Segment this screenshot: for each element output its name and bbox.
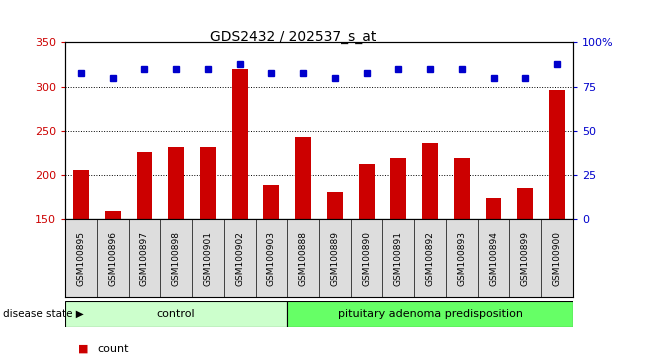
Bar xyxy=(549,90,565,219)
Text: GSM100898: GSM100898 xyxy=(172,231,181,286)
Text: GSM100891: GSM100891 xyxy=(394,231,403,286)
Text: count: count xyxy=(98,344,129,354)
Text: GSM100893: GSM100893 xyxy=(457,231,466,286)
Text: GSM100902: GSM100902 xyxy=(235,231,244,286)
Text: GSM100894: GSM100894 xyxy=(489,231,498,286)
Bar xyxy=(454,158,470,219)
Bar xyxy=(105,211,120,219)
Text: GSM100888: GSM100888 xyxy=(299,231,308,286)
Bar xyxy=(391,158,406,219)
Bar xyxy=(486,198,501,219)
Text: GSM100892: GSM100892 xyxy=(426,231,435,286)
Text: GSM100899: GSM100899 xyxy=(521,231,530,286)
Bar xyxy=(422,143,438,219)
Bar xyxy=(65,301,287,327)
Text: pituitary adenoma predisposition: pituitary adenoma predisposition xyxy=(338,309,523,319)
Bar xyxy=(73,170,89,219)
Text: GSM100896: GSM100896 xyxy=(108,231,117,286)
Text: disease state ▶: disease state ▶ xyxy=(3,309,84,319)
Text: GSM100889: GSM100889 xyxy=(330,231,339,286)
Text: GSM100895: GSM100895 xyxy=(76,231,85,286)
Bar xyxy=(359,164,374,219)
Bar xyxy=(200,147,216,219)
Bar xyxy=(295,137,311,219)
Text: GSM100901: GSM100901 xyxy=(203,231,212,286)
Bar xyxy=(287,301,573,327)
Text: ■: ■ xyxy=(78,344,89,354)
Bar xyxy=(518,188,533,219)
Text: GSM100900: GSM100900 xyxy=(553,231,562,286)
Bar xyxy=(232,69,247,219)
Text: control: control xyxy=(157,309,195,319)
Bar xyxy=(137,152,152,219)
Text: GSM100903: GSM100903 xyxy=(267,231,276,286)
Text: GDS2432 / 202537_s_at: GDS2432 / 202537_s_at xyxy=(210,30,376,44)
Bar xyxy=(264,185,279,219)
Text: GSM100890: GSM100890 xyxy=(362,231,371,286)
Text: GSM100897: GSM100897 xyxy=(140,231,149,286)
Bar xyxy=(327,192,343,219)
Bar xyxy=(168,147,184,219)
